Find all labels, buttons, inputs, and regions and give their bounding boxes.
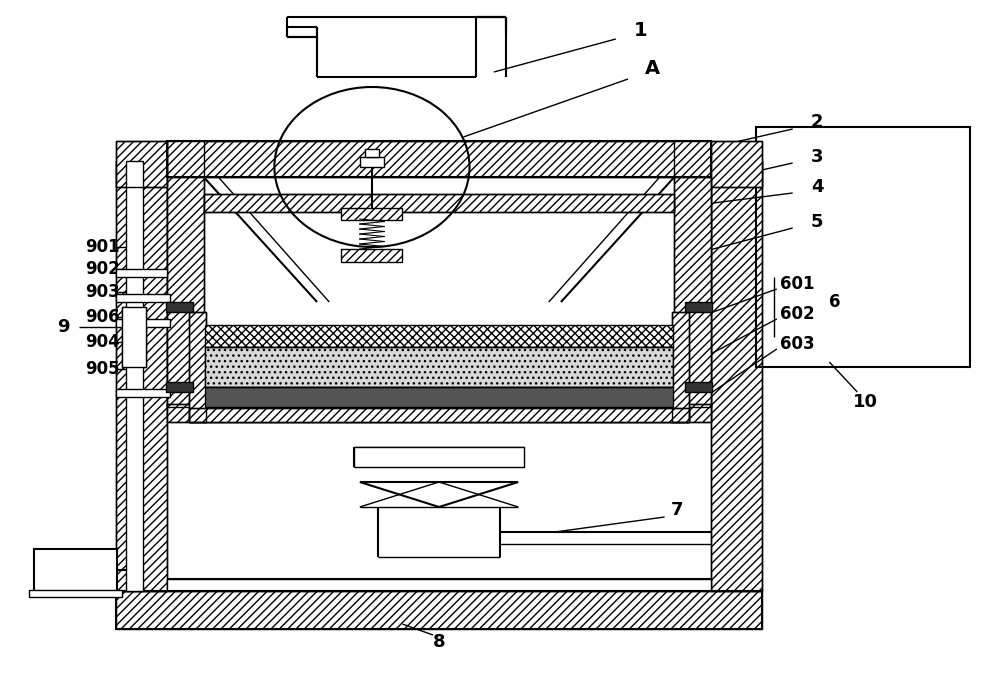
Text: 4: 4 — [811, 178, 823, 196]
Text: 8: 8 — [433, 633, 445, 651]
Text: 601: 601 — [780, 275, 815, 293]
Text: 603: 603 — [780, 335, 815, 353]
Text: 904: 904 — [85, 333, 120, 351]
Bar — [189, 408, 689, 422]
Text: 905: 905 — [85, 360, 120, 378]
Bar — [341, 249, 402, 262]
Text: A: A — [645, 60, 660, 79]
Text: 6: 6 — [829, 293, 841, 311]
Bar — [116, 319, 170, 327]
Bar — [685, 382, 712, 392]
Text: 906: 906 — [85, 308, 120, 326]
Text: 5: 5 — [811, 213, 823, 231]
Bar — [711, 161, 762, 591]
Bar — [116, 591, 762, 629]
Text: 903: 903 — [85, 283, 120, 301]
Bar — [365, 149, 379, 157]
Bar — [189, 408, 689, 422]
Text: 1: 1 — [633, 20, 647, 39]
Text: 9: 9 — [57, 318, 70, 336]
Bar — [116, 591, 762, 629]
Bar — [166, 302, 193, 312]
Bar — [167, 177, 204, 407]
Bar — [189, 312, 206, 422]
Bar — [672, 312, 689, 422]
Bar — [126, 161, 143, 591]
Bar — [205, 347, 673, 387]
Bar — [674, 177, 711, 407]
Text: 901: 901 — [85, 238, 120, 256]
Bar — [189, 312, 206, 422]
Bar — [34, 549, 117, 591]
Bar — [711, 141, 762, 187]
Bar — [116, 141, 167, 187]
Bar — [711, 161, 762, 591]
Bar — [204, 141, 674, 177]
Bar — [360, 157, 384, 167]
Bar — [167, 579, 711, 591]
Bar — [205, 325, 673, 347]
Bar — [116, 161, 167, 591]
Bar — [116, 161, 167, 591]
Bar — [674, 177, 711, 407]
Bar — [167, 141, 711, 177]
Bar — [756, 127, 970, 367]
Bar — [122, 307, 146, 367]
Text: 902: 902 — [85, 260, 120, 278]
Bar — [685, 302, 712, 312]
Bar — [711, 141, 762, 187]
Text: 2: 2 — [811, 113, 823, 131]
Bar — [205, 325, 673, 347]
Bar — [672, 312, 689, 422]
Text: 3: 3 — [811, 148, 823, 166]
Text: 10: 10 — [853, 393, 878, 411]
Bar — [116, 269, 167, 277]
Bar — [204, 194, 674, 212]
Bar — [166, 382, 193, 392]
Bar — [205, 347, 673, 387]
Bar — [205, 387, 673, 407]
Bar — [116, 389, 170, 397]
Bar — [167, 404, 711, 422]
Text: 602: 602 — [780, 305, 815, 323]
Bar — [204, 194, 674, 212]
Bar — [116, 141, 167, 187]
Bar — [116, 294, 170, 302]
Bar — [29, 590, 122, 597]
Bar — [167, 404, 711, 422]
Bar — [167, 177, 204, 407]
Text: 7: 7 — [671, 501, 683, 519]
Bar — [167, 141, 711, 177]
Bar — [341, 208, 402, 220]
Bar — [354, 447, 524, 467]
